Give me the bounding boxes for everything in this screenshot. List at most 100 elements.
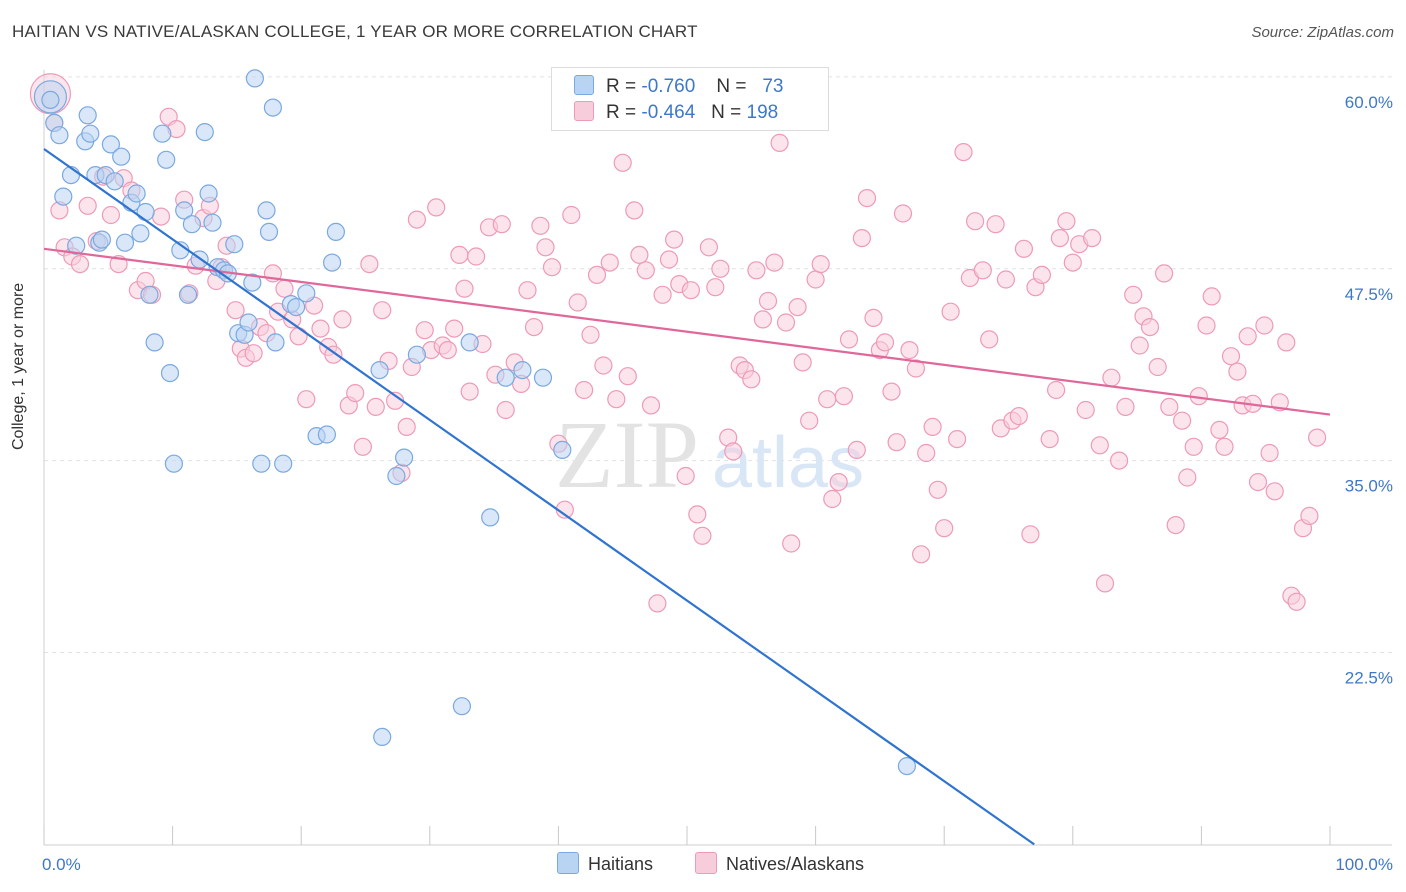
source-label: Source: ZipAtlas.com xyxy=(1251,24,1394,41)
natives-point xyxy=(806,270,825,289)
natives-point xyxy=(346,384,365,403)
haitians-point xyxy=(54,187,73,206)
natives-point xyxy=(788,298,807,317)
natives-point xyxy=(1260,443,1279,463)
natives-point xyxy=(636,261,655,280)
natives-point xyxy=(467,247,486,266)
chart-title: HAITIAN VS NATIVE/ALASKAN COLLEGE, 1 YEA… xyxy=(12,22,698,41)
natives-point xyxy=(711,259,730,278)
haitians-point xyxy=(203,213,222,232)
haitians-point xyxy=(112,147,131,166)
haitians-point xyxy=(78,106,97,125)
natives-point xyxy=(1307,428,1327,447)
haitians-point xyxy=(105,172,124,191)
natives-point xyxy=(681,281,701,300)
natives-point xyxy=(659,250,679,269)
natives-point xyxy=(882,382,901,401)
natives-point xyxy=(1076,400,1095,420)
natives-point xyxy=(618,367,637,386)
haitians-point xyxy=(266,333,285,352)
haitians-point xyxy=(373,727,392,747)
natives-point xyxy=(275,279,294,298)
legend-item-haitians: Haitians xyxy=(557,852,653,875)
natives-point xyxy=(1197,316,1216,335)
natives-point xyxy=(1009,407,1028,426)
haitians-point xyxy=(243,273,262,292)
haitians-point xyxy=(259,222,279,241)
natives-point xyxy=(699,238,719,257)
haitians-point xyxy=(263,98,282,117)
natives-point xyxy=(941,302,960,321)
haitians-point xyxy=(178,285,198,304)
natives-point xyxy=(1014,239,1034,258)
natives-point xyxy=(101,205,121,225)
natives-swatch xyxy=(574,101,594,121)
natives-point xyxy=(1063,253,1082,272)
haitians-trend-line xyxy=(43,148,1035,846)
haitians-point xyxy=(239,313,258,332)
y-axis-label: College, 1 year or more xyxy=(10,282,27,450)
natives-point xyxy=(562,205,581,225)
natives-point xyxy=(226,301,245,320)
natives-point xyxy=(857,189,877,208)
natives-point xyxy=(973,261,992,280)
natives-point xyxy=(935,519,954,538)
haitians-point xyxy=(41,90,60,110)
natives-point xyxy=(648,594,667,613)
natives-point xyxy=(676,466,695,486)
natives-point xyxy=(492,215,511,234)
natives-point xyxy=(1102,368,1121,387)
natives-point xyxy=(1124,285,1143,304)
natives-point xyxy=(438,341,457,360)
natives-point xyxy=(887,433,906,452)
haitians-point xyxy=(407,345,426,364)
natives-points xyxy=(29,73,1327,613)
natives-point xyxy=(834,387,854,406)
y-tick-label: 60.0% xyxy=(1345,93,1393,112)
natives-point xyxy=(568,293,587,312)
haitians-point xyxy=(252,454,271,473)
haitians-point xyxy=(533,368,553,387)
natives-point xyxy=(78,196,97,215)
natives-point xyxy=(742,370,761,389)
natives-point xyxy=(954,143,973,162)
natives-point xyxy=(542,258,562,277)
natives-point xyxy=(289,327,308,346)
haitians-points xyxy=(33,69,917,776)
haitians-point xyxy=(153,124,172,143)
natives-point xyxy=(917,443,936,463)
natives-point xyxy=(782,534,801,553)
haitians-point xyxy=(323,253,342,272)
natives-point xyxy=(1148,357,1167,377)
natives-point xyxy=(151,207,171,226)
n-value: 73 xyxy=(762,76,784,97)
haitians-point xyxy=(395,448,414,467)
haitians-point xyxy=(245,69,264,88)
natives-point xyxy=(70,255,90,274)
haitians-legend-label: Haitians xyxy=(588,854,654,874)
natives-point xyxy=(839,330,859,349)
natives-point xyxy=(893,204,913,223)
natives-point xyxy=(1238,327,1257,346)
natives-point xyxy=(366,397,385,416)
natives-point xyxy=(947,430,967,449)
natives-point xyxy=(1287,592,1306,611)
haitians-point xyxy=(136,202,155,222)
natives-point xyxy=(852,229,872,248)
natives-point xyxy=(1265,482,1284,501)
natives-point xyxy=(653,285,672,304)
haitians-point xyxy=(897,756,917,776)
natives-point xyxy=(445,319,464,338)
natives-point xyxy=(1202,287,1221,306)
natives-point xyxy=(906,359,926,378)
natives-point xyxy=(600,253,619,272)
natives-point xyxy=(1221,347,1241,366)
natives-point xyxy=(496,400,515,420)
natives-point xyxy=(450,245,469,264)
natives-point xyxy=(353,437,372,456)
natives-point xyxy=(706,278,725,297)
haitians-point xyxy=(274,454,293,473)
haitians-point xyxy=(317,425,336,444)
haitians-point xyxy=(182,215,201,234)
natives-point xyxy=(1215,437,1234,456)
